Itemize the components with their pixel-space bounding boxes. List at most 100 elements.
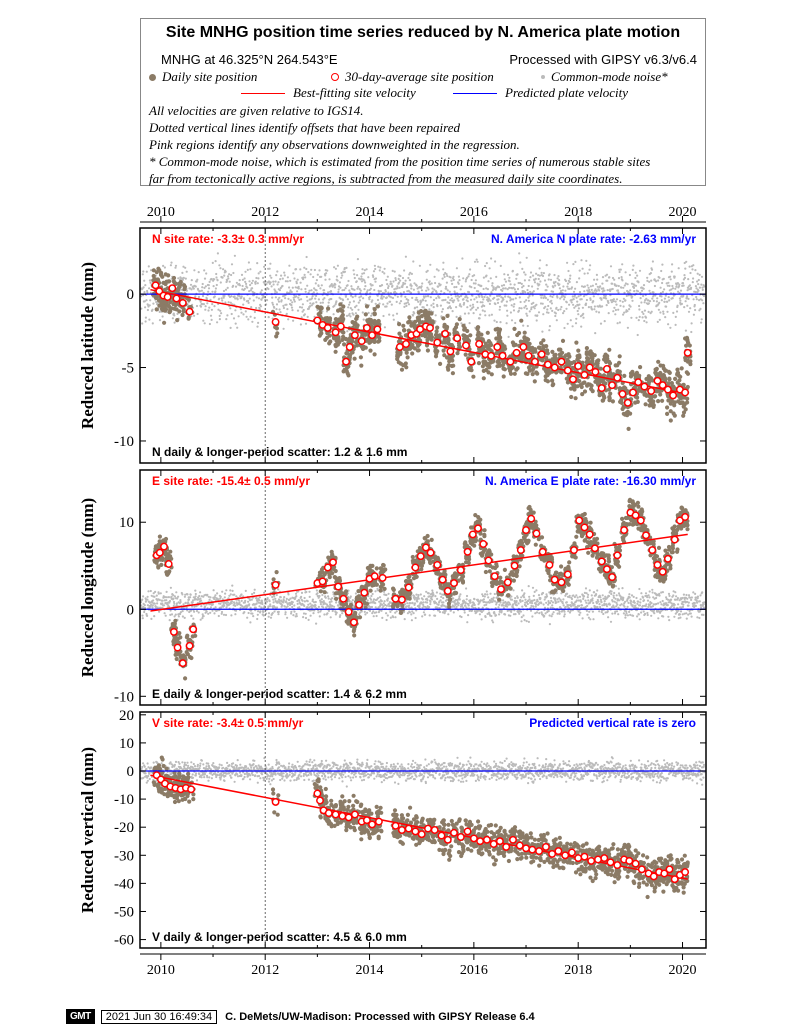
noise-point	[514, 290, 518, 293]
noise-point	[430, 598, 434, 601]
noise-point	[360, 275, 363, 278]
noise-point	[439, 304, 442, 307]
noise-point	[605, 273, 609, 276]
noise-point	[148, 318, 151, 321]
average-point	[498, 351, 507, 360]
noise-point	[401, 285, 404, 288]
noise-point	[523, 271, 526, 274]
noise-point	[582, 312, 585, 315]
noise-point	[361, 272, 364, 275]
noise-point	[695, 287, 698, 290]
noise-point	[231, 584, 234, 587]
noise-point	[495, 275, 498, 278]
noise-point	[251, 612, 254, 615]
noise-point	[458, 279, 461, 282]
noise-point	[507, 335, 510, 338]
noise-point	[258, 605, 261, 608]
noise-point	[170, 595, 173, 598]
noise-point	[267, 316, 270, 319]
noise-point	[200, 605, 203, 608]
noise-point	[666, 300, 669, 303]
daily-point	[514, 367, 519, 372]
noise-point	[407, 276, 410, 280]
noise-point	[309, 614, 312, 617]
noise-point	[697, 283, 700, 286]
average-point	[453, 334, 462, 343]
noise-point	[429, 600, 432, 604]
noise-point	[631, 299, 634, 302]
noise-point	[455, 306, 458, 309]
noise-point	[578, 290, 582, 294]
noise-point	[238, 279, 241, 282]
noise-point	[165, 590, 168, 594]
daily-point	[445, 324, 450, 330]
noise-point	[195, 304, 199, 308]
noise-point	[422, 299, 425, 302]
noise-point	[669, 278, 672, 281]
legend-daily-label: Daily site position	[162, 69, 258, 84]
noise-point	[523, 279, 527, 282]
noise-point	[237, 315, 240, 318]
noise-point	[450, 297, 453, 300]
noise-point	[316, 592, 319, 595]
noise-point	[356, 287, 359, 290]
noise-point	[218, 318, 221, 321]
daily-point	[180, 312, 185, 318]
daily-point	[468, 352, 473, 357]
noise-point	[442, 273, 446, 276]
daily-point	[401, 323, 406, 328]
noise-point	[567, 269, 570, 273]
average-point	[580, 370, 589, 379]
noise-point	[200, 289, 203, 292]
noise-point	[205, 610, 208, 613]
noise-point	[671, 287, 675, 290]
noise-point	[141, 614, 144, 617]
noise-point	[149, 281, 152, 284]
noise-point	[484, 593, 487, 596]
noise-point	[143, 279, 146, 282]
noise-point	[222, 289, 226, 293]
noise-point	[306, 284, 309, 287]
noise-point	[151, 308, 154, 311]
daily-point	[545, 351, 550, 356]
noise-point	[444, 298, 447, 301]
noise-point	[287, 318, 290, 321]
noise-point	[589, 264, 592, 267]
noise-point	[207, 284, 210, 287]
noise-point	[232, 284, 235, 287]
noise-point	[594, 332, 597, 335]
noise-point	[345, 314, 349, 317]
noise-point	[516, 273, 519, 276]
noise-point	[203, 286, 206, 289]
noise-point	[541, 302, 544, 305]
noise-point	[218, 297, 221, 300]
daily-point	[318, 310, 323, 315]
noise-point	[422, 601, 425, 604]
noise-point	[648, 280, 651, 283]
noise-point	[548, 273, 551, 276]
noise-point	[594, 288, 597, 291]
noise-point	[626, 326, 630, 329]
noise-point	[315, 294, 318, 297]
noise-point	[163, 266, 166, 269]
noise-point	[614, 300, 617, 303]
daily-point	[341, 369, 346, 374]
noise-point	[211, 609, 214, 612]
noise-point	[480, 618, 483, 621]
noise-point	[205, 272, 208, 275]
noise-point	[685, 260, 688, 263]
noise-point	[457, 299, 460, 302]
noise-point	[221, 590, 224, 593]
noise-point	[508, 276, 511, 279]
noise-point	[692, 264, 695, 267]
noise-point	[463, 611, 466, 614]
noise-point	[337, 285, 341, 288]
noise-point	[489, 294, 492, 297]
noise-point	[419, 303, 422, 306]
noise-point	[688, 265, 691, 268]
noise-point	[142, 595, 145, 598]
noise-point	[312, 291, 315, 294]
noise-point	[412, 260, 415, 263]
noise-point	[317, 611, 320, 614]
noise-point	[684, 267, 687, 270]
